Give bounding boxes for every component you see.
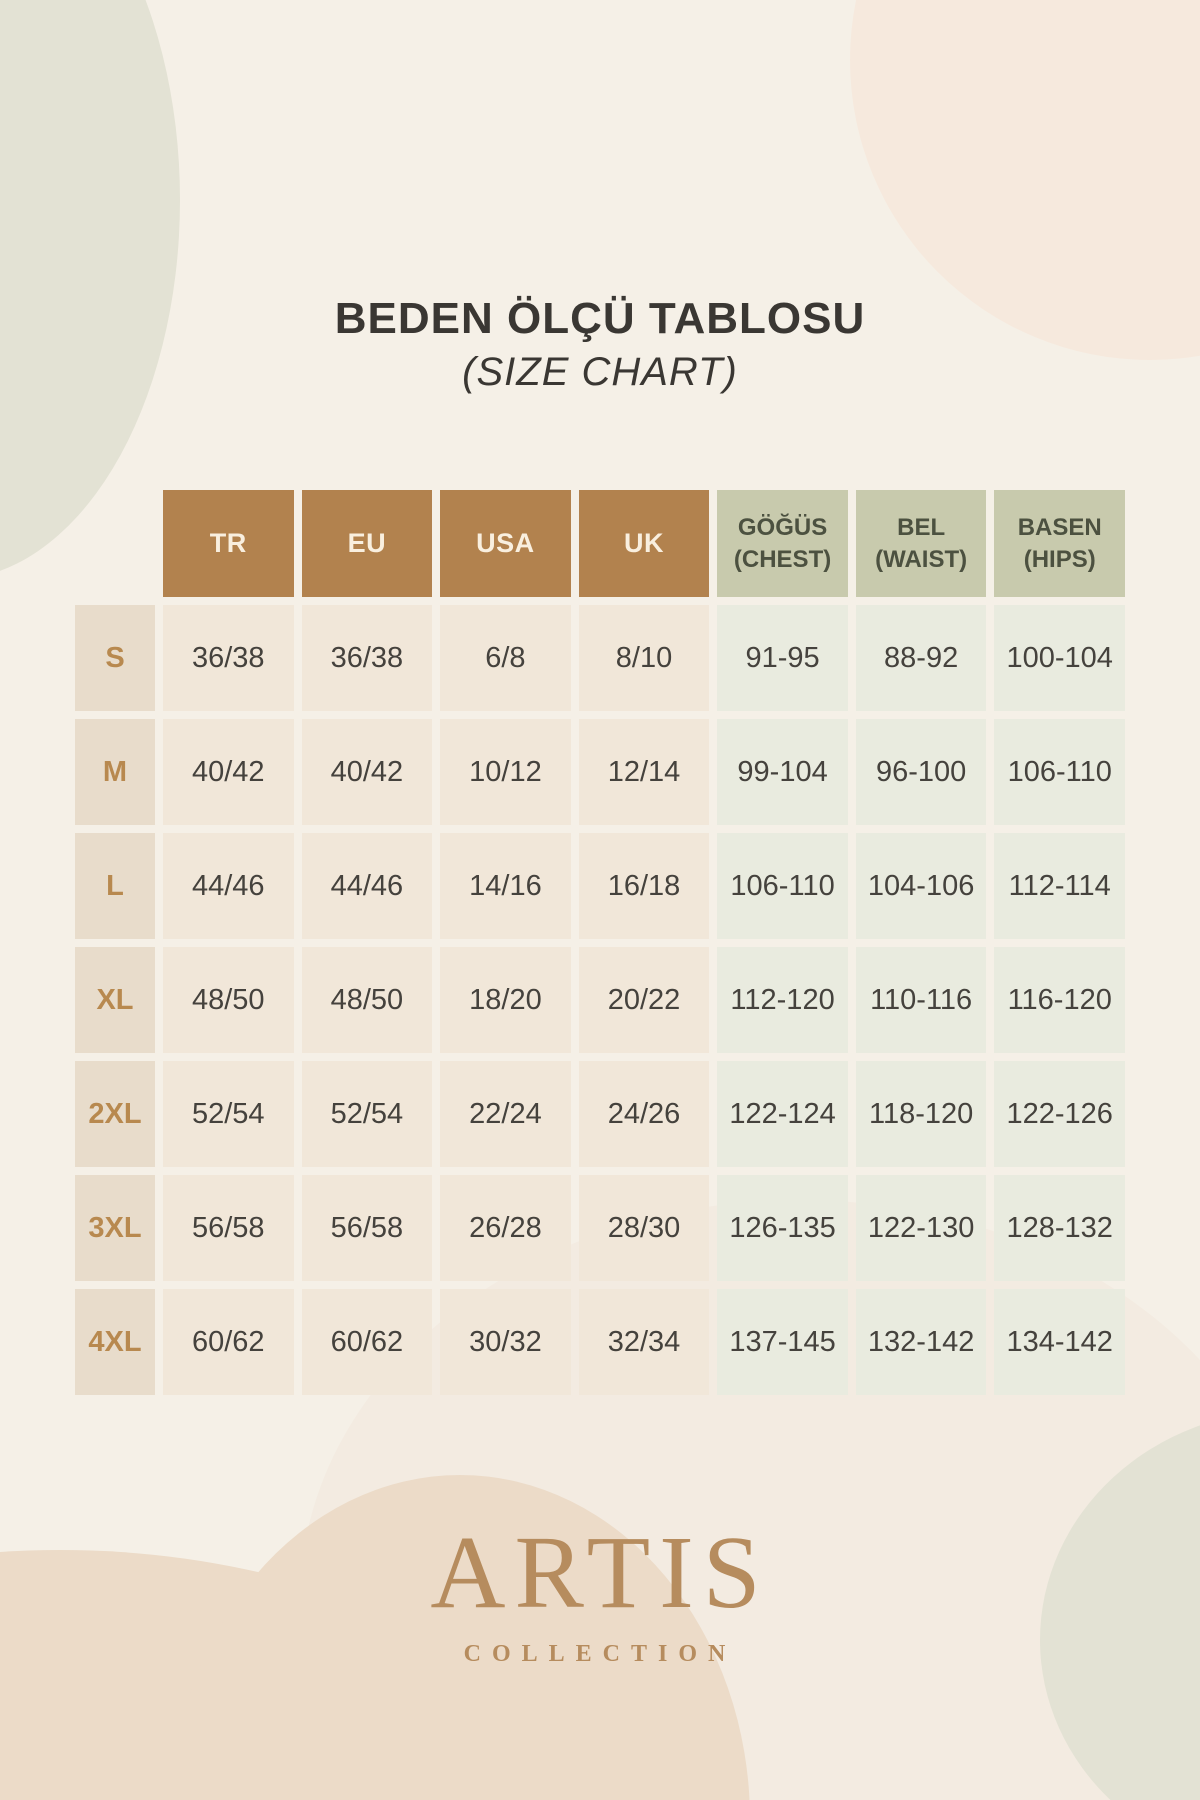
size-value-cell: 134-142 bbox=[994, 1289, 1125, 1395]
corner-spacer-cell bbox=[75, 490, 155, 597]
page-header: BEDEN ÖLÇÜ TABLOSU (SIZE CHART) bbox=[0, 294, 1200, 395]
size-value-cell: 110-116 bbox=[855, 947, 987, 1053]
size-value-cell: 60/62 bbox=[301, 1289, 433, 1395]
size-value-cell: 112-114 bbox=[994, 833, 1125, 939]
column-header-usa: USA bbox=[440, 490, 571, 597]
size-value-cell: 96-100 bbox=[855, 719, 987, 825]
size-value-cell: 106-110 bbox=[994, 719, 1125, 825]
size-value-cell: 106-110 bbox=[717, 833, 848, 939]
size-label: S bbox=[75, 605, 155, 711]
size-value-cell: 18/20 bbox=[440, 947, 571, 1053]
size-value-cell: 122-126 bbox=[994, 1061, 1125, 1167]
size-value-cell: 44/46 bbox=[163, 833, 294, 939]
size-value-cell: 118-120 bbox=[855, 1061, 987, 1167]
brand-name: ARTIS bbox=[430, 1515, 770, 1630]
size-value-cell: 10/12 bbox=[440, 719, 571, 825]
size-label: XL bbox=[75, 947, 155, 1053]
column-header-göğüs: GÖĞÜS (CHEST) bbox=[717, 490, 848, 597]
size-value-cell: 128-132 bbox=[994, 1175, 1125, 1281]
size-value-cell: 40/42 bbox=[301, 719, 433, 825]
column-header-bel: BEL (WAIST) bbox=[855, 490, 987, 597]
size-value-cell: 91-95 bbox=[717, 605, 848, 711]
size-value-cell: 28/30 bbox=[578, 1175, 710, 1281]
size-label: M bbox=[75, 719, 155, 825]
brand-tagline: COLLECTION bbox=[463, 1641, 737, 1668]
size-value-cell: 48/50 bbox=[163, 947, 294, 1053]
size-value-cell: 52/54 bbox=[163, 1061, 294, 1167]
size-value-cell: 99-104 bbox=[717, 719, 848, 825]
size-value-cell: 16/18 bbox=[578, 833, 710, 939]
size-value-cell: 122-124 bbox=[717, 1061, 848, 1167]
size-value-cell: 24/26 bbox=[578, 1061, 710, 1167]
size-value-cell: 104-106 bbox=[855, 833, 987, 939]
column-header-uk: UK bbox=[578, 490, 710, 597]
size-value-cell: 48/50 bbox=[301, 947, 433, 1053]
size-value-cell: 122-130 bbox=[855, 1175, 987, 1281]
brand-logo: ARTIS COLLECTION bbox=[0, 1518, 1200, 1668]
size-value-cell: 137-145 bbox=[717, 1289, 848, 1395]
size-label: L bbox=[75, 833, 155, 939]
size-value-cell: 116-120 bbox=[994, 947, 1125, 1053]
size-value-cell: 12/14 bbox=[578, 719, 710, 825]
size-table: TR EU USA UK GÖĞÜS (CHEST) BEL (WAIST) BASEN (HIP… bbox=[75, 490, 1125, 1395]
size-value-cell: 60/62 bbox=[163, 1289, 294, 1395]
size-value-cell: 40/42 bbox=[163, 719, 294, 825]
size-value-cell: 112-120 bbox=[717, 947, 848, 1053]
page-subtitle: (SIZE CHART) bbox=[462, 350, 738, 394]
size-label: 4XL bbox=[75, 1289, 155, 1395]
size-value-cell: 6/8 bbox=[440, 605, 571, 711]
size-value-cell: 56/58 bbox=[163, 1175, 294, 1281]
size-value-cell: 14/16 bbox=[440, 833, 571, 939]
size-value-cell: 52/54 bbox=[301, 1061, 433, 1167]
size-value-cell: 32/34 bbox=[578, 1289, 710, 1395]
size-value-cell: 100-104 bbox=[994, 605, 1125, 711]
size-value-cell: 36/38 bbox=[301, 605, 433, 711]
size-value-cell: 22/24 bbox=[440, 1061, 571, 1167]
size-value-cell: 126-135 bbox=[717, 1175, 848, 1281]
column-header-eu: EU bbox=[301, 490, 433, 597]
size-value-cell: 20/22 bbox=[578, 947, 710, 1053]
size-value-cell: 88-92 bbox=[855, 605, 987, 711]
column-header-basen: BASEN (HIPS) bbox=[994, 490, 1125, 597]
size-value-cell: 44/46 bbox=[301, 833, 433, 939]
size-value-cell: 132-142 bbox=[855, 1289, 987, 1395]
size-value-cell: 26/28 bbox=[440, 1175, 571, 1281]
column-header-tr: TR bbox=[163, 490, 294, 597]
page-title: BEDEN ÖLÇÜ TABLOSU bbox=[334, 294, 866, 343]
size-value-cell: 56/58 bbox=[301, 1175, 433, 1281]
size-value-cell: 36/38 bbox=[163, 605, 294, 711]
size-label: 2XL bbox=[75, 1061, 155, 1167]
size-value-cell: 30/32 bbox=[440, 1289, 571, 1395]
size-value-cell: 8/10 bbox=[578, 605, 710, 711]
size-label: 3XL bbox=[75, 1175, 155, 1281]
